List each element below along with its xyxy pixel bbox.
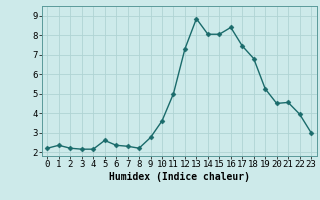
X-axis label: Humidex (Indice chaleur): Humidex (Indice chaleur) (109, 172, 250, 182)
